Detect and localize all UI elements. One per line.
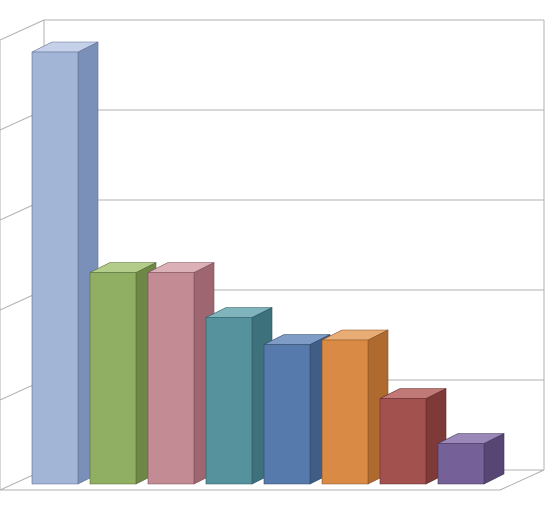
bar [148, 263, 214, 485]
bar [90, 263, 156, 485]
bar-chart-3d [0, 0, 554, 528]
bar [32, 42, 98, 484]
bar [206, 308, 272, 485]
bar [264, 335, 330, 485]
bar [380, 389, 446, 485]
bar [322, 330, 388, 484]
bar [438, 434, 504, 485]
